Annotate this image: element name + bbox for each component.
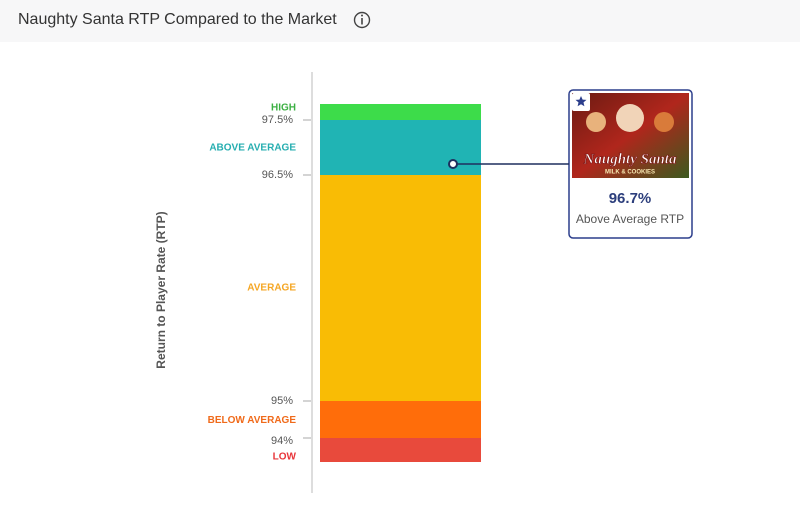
band [320,401,481,438]
band-label: LOW [273,452,297,463]
band-label: HIGH [271,103,296,114]
info-icon[interactable] [353,11,371,29]
y-tick-label: 95% [271,395,293,407]
band [320,175,481,401]
image-decor [654,112,674,132]
band-label: ABOVE AVERAGE [209,143,296,154]
band [320,438,481,462]
rtp-caption: Above Average RTP [576,212,684,226]
image-decor [586,112,606,132]
band-label: BELOW AVERAGE [208,415,297,426]
header-title: Naughty Santa RTP Compared to the Market [18,11,337,28]
image-decor [616,104,644,132]
y-tick-label: 97.5% [262,114,293,126]
star-icon [575,96,587,107]
band-label: AVERAGE [247,283,296,294]
band [320,104,481,120]
header-bar [0,0,800,42]
image-subtitle: MILK & COOKIES [605,170,655,176]
rtp-value: 96.7% [609,190,652,207]
game-card[interactable]: Naughty Santa MILK & COOKIES 96.7% Above Av… [568,89,693,239]
rtp-marker [448,159,458,169]
y-tick-label: 94% [271,435,293,447]
y-axis-label: Return to Player Rate (RTP) [154,211,168,368]
y-tick-label: 96.5% [262,169,293,181]
image-title: Naughty Santa [583,151,677,167]
